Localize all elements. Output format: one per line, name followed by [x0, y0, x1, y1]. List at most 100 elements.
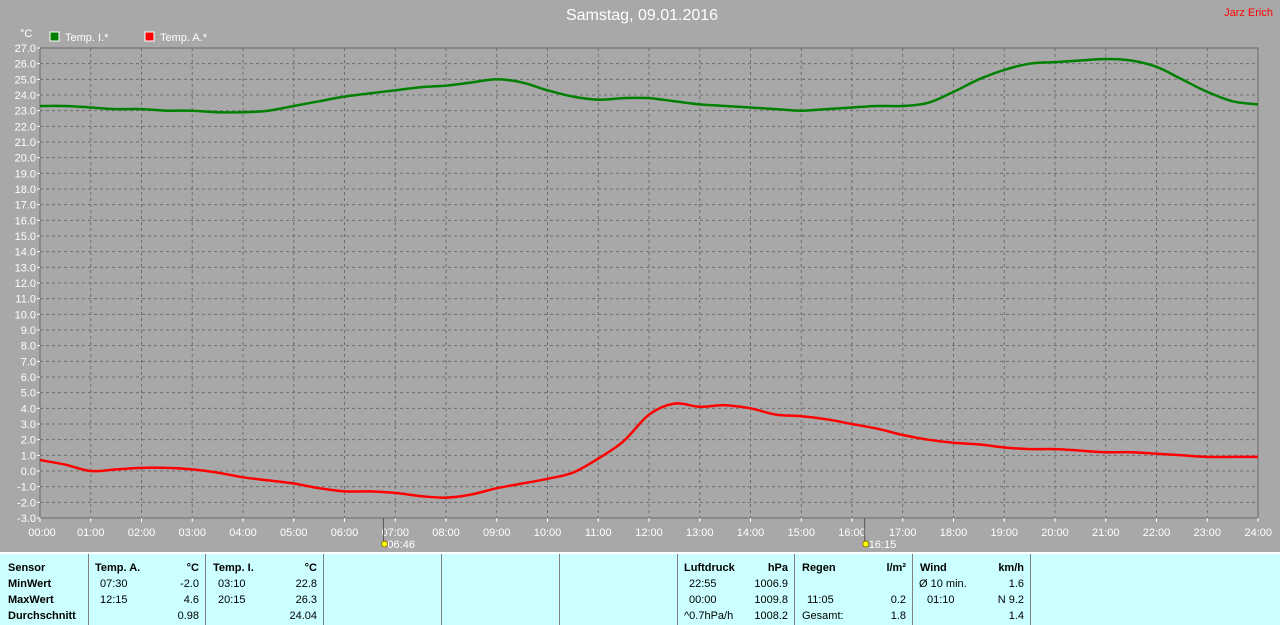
sun-icon [862, 540, 870, 548]
empty-column-1 [323, 554, 442, 625]
y-tick-label: 21.0 [15, 137, 36, 149]
sunset-label: 16:15 [869, 539, 897, 551]
wind-row3-value: 1.4 [1008, 610, 1024, 622]
legend-swatch-temp-i [49, 31, 60, 42]
x-tick-label: 19:00 [990, 527, 1018, 539]
temp-i-line [39, 57, 1259, 114]
x-tick-label: 02:00 [128, 527, 156, 539]
y-tick-label: 5.0 [21, 388, 36, 400]
temp-a-max-time: 12:15 [100, 594, 128, 606]
y-tick-label: 3.0 [21, 419, 36, 431]
temp-i-min-value: 22.8 [295, 578, 317, 590]
sensor-header: Sensor [8, 562, 46, 574]
x-tick-label: 13:00 [686, 527, 714, 539]
y-axis-ticks: 27.0 26.0 25.0 24.0 23.0 22.0 21.0 20.0 19.0 18.0… [15, 43, 40, 525]
max-row-label: MaxWert [8, 594, 54, 606]
rain-column: Regen l/m² 11:05 0.2 Gesamt: 1.8 [794, 554, 913, 625]
x-tick-label: 01:00 [77, 527, 105, 539]
x-tick-label: 07:00 [381, 527, 409, 539]
pressure-trend: ^0.7hPa/h [684, 610, 734, 622]
y-tick-label: 9.0 [21, 325, 36, 337]
x-tick-label: 22:00 [1143, 527, 1171, 539]
y-tick-label: 20.0 [15, 153, 36, 165]
wind-column: Wind km/h Ø 10 min. 1.6 01:10 N 9.2 1.4 [912, 554, 1031, 625]
pressure-row2-value: 1009.8 [754, 594, 788, 606]
wind-avg-value: 1.6 [1008, 578, 1024, 590]
y-tick-label: 24.0 [15, 90, 36, 102]
temp-a-line [39, 402, 1258, 499]
y-tick-label: 13.0 [15, 262, 36, 274]
x-tick-label: 05:00 [280, 527, 308, 539]
temp-i-header: Temp. I. [213, 562, 254, 574]
author-label: Jarz Erich [1224, 7, 1273, 19]
x-tick-label: 08:00 [432, 527, 460, 539]
temp-a-min-time: 07:30 [100, 578, 128, 590]
x-tick-label: 17:00 [889, 527, 917, 539]
x-tick-label: 11:00 [585, 527, 612, 539]
y-tick-label: 12.0 [15, 278, 36, 290]
x-tick-label: 12:00 [635, 527, 663, 539]
y-tick-label: 6.0 [21, 372, 36, 384]
x-tick-label: 14:00 [737, 527, 765, 539]
x-tick-label: 04:00 [229, 527, 257, 539]
x-axis-ticks: 00:00 01:00 02:00 03:00 04:00 05:00 06:00 07:00… [28, 518, 1272, 539]
rain-header: Regen [802, 562, 836, 574]
temp-a-avg-value: 0.98 [177, 610, 199, 622]
temperature-chart: Samstag, 09.01.2016 Jarz Erich °C Temp. … [14, 7, 1273, 551]
rain-total-value: 1.8 [890, 610, 906, 622]
series-lines [39, 57, 1259, 499]
y-tick-label: 23.0 [15, 106, 36, 118]
y-tick-label: 11.0 [15, 294, 36, 306]
temp-i-max-value: 26.3 [295, 594, 317, 606]
pressure-row3-value: 1008.2 [754, 610, 788, 622]
grid-lines [40, 48, 1258, 518]
temp-a-min-value: -2.0 [180, 578, 199, 590]
sensor-column: Sensor MinWert MaxWert Durchschnitt [0, 554, 89, 625]
wind-header: Wind [920, 562, 947, 574]
wind-avg-label: Ø 10 min. [919, 578, 967, 590]
min-row-label: MinWert [8, 578, 52, 590]
x-tick-label: 15:00 [787, 527, 815, 539]
pressure-row1-value: 1006.9 [754, 578, 788, 590]
y-tick-label: 0.0 [21, 466, 36, 478]
temp-i-min-time: 03:10 [218, 578, 246, 590]
legend-label-temp-i[interactable]: Temp. I.* [65, 32, 109, 44]
y-tick-label: 27.0 [15, 43, 36, 55]
y-tick-label: 18.0 [15, 184, 36, 196]
y-tick-label: 8.0 [21, 341, 36, 353]
chart-title: Samstag, 09.01.2016 [566, 7, 718, 24]
pressure-row2-time: 00:00 [689, 594, 717, 606]
y-tick-label: 19.0 [15, 168, 36, 180]
y-tick-label: 17.0 [15, 200, 36, 212]
empty-column-2 [441, 554, 560, 625]
y-tick-label: 2.0 [21, 435, 36, 447]
avg-row-label: Durchschnitt [8, 610, 76, 622]
wind-unit: km/h [998, 562, 1024, 574]
x-tick-label: 10:00 [534, 527, 562, 539]
rain-row2-time: 11:05 [807, 594, 834, 606]
x-tick-label: 21:00 [1092, 527, 1120, 539]
rain-row2-value: 0.2 [890, 594, 906, 606]
y-tick-label: -3.0 [17, 513, 36, 525]
x-tick-label: 23:00 [1193, 527, 1221, 539]
pressure-header: Luftdruck [684, 562, 735, 574]
wind-gust-time: 01:10 [927, 594, 955, 606]
y-tick-label: 10.0 [15, 309, 36, 321]
y-tick-label: 7.0 [21, 356, 36, 368]
x-tick-label: 16:00 [838, 527, 866, 539]
y-tick-label: -2.0 [17, 497, 36, 509]
temp-a-column: Temp. A. °C 07:30 -2.0 12:15 4.6 0.98 [88, 554, 206, 625]
x-tick-label: 09:00 [483, 527, 511, 539]
y-tick-label: 25.0 [15, 74, 36, 86]
sun-markers: 06:46 16:15 [381, 518, 896, 551]
pressure-row1-time: 22:55 [689, 578, 717, 590]
y-tick-label: 16.0 [15, 215, 36, 227]
empty-column-3 [559, 554, 678, 625]
legend-swatch-temp-a [144, 31, 155, 42]
temp-a-unit: °C [186, 562, 199, 574]
legend-label-temp-a[interactable]: Temp. A.* [160, 32, 208, 44]
x-tick-label: 24:00 [1244, 527, 1272, 539]
pressure-unit: hPa [767, 562, 788, 574]
temp-i-unit: °C [304, 562, 317, 574]
x-tick-label: 00:00 [28, 527, 56, 539]
